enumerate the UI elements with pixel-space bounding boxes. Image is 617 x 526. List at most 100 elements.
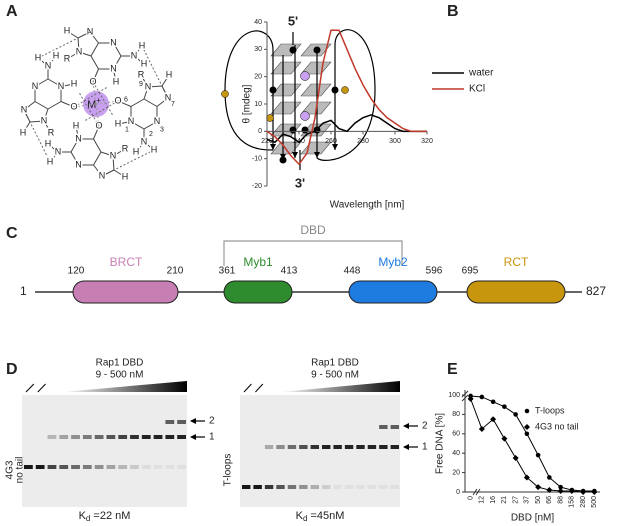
strand-end: 5' <box>288 13 298 28</box>
bond <box>78 51 92 57</box>
complex-band <box>333 445 342 449</box>
bond <box>135 141 145 153</box>
bond <box>93 138 102 153</box>
ring-number: 3 <box>160 126 164 133</box>
atom-label: N <box>45 60 52 70</box>
atom-label: H <box>47 156 54 166</box>
kd-label: Kd =45nM <box>296 510 345 523</box>
atom-label: H <box>71 78 78 88</box>
control-slash <box>255 383 264 393</box>
bond <box>23 109 31 123</box>
atom-label: O <box>70 101 77 111</box>
atom-label: N <box>165 92 172 102</box>
atom-label: O <box>89 76 96 86</box>
nucleotide <box>289 126 297 134</box>
free-band <box>322 485 331 489</box>
bond <box>113 169 126 178</box>
axis-break <box>461 390 481 496</box>
bond <box>113 42 122 57</box>
x-tick-label: 88 <box>557 496 564 504</box>
atom-label: N <box>131 50 138 60</box>
bond <box>112 148 126 157</box>
complex-band <box>177 435 186 439</box>
atom-label: N <box>145 81 152 91</box>
x-tick-label: 16 <box>490 496 497 504</box>
hydrogen-bond <box>73 86 108 108</box>
arrowhead <box>403 423 409 429</box>
complex-band <box>141 435 151 439</box>
hydrogen-bond <box>92 81 114 116</box>
x-tick-label: 66 <box>546 496 553 504</box>
domain-end: 210 <box>167 266 184 277</box>
data-point <box>546 487 553 494</box>
complex-band <box>130 435 139 439</box>
free-band <box>356 485 365 489</box>
data-point <box>547 475 552 480</box>
data-point <box>490 399 496 405</box>
bond <box>93 151 102 166</box>
panel-label: B <box>447 3 459 20</box>
y-tick-label: 20 <box>254 74 262 81</box>
domain-name: Myb2 <box>378 255 408 269</box>
atom-label: N <box>87 26 94 36</box>
y-tick-label: 0 <box>258 128 262 135</box>
x-tick-label: 50 <box>535 496 542 504</box>
x-tick-label: 21 <box>501 496 508 504</box>
atom-label: H <box>20 127 27 137</box>
complex-band <box>390 445 399 449</box>
bond <box>113 68 117 83</box>
upper-band <box>390 425 399 429</box>
band-number: 1 <box>422 442 428 453</box>
x-axis-label: DBD [nM] <box>511 513 555 524</box>
bond <box>100 151 114 157</box>
y-axis-label: Free DNA [%] <box>435 413 446 474</box>
atom-label: H <box>139 40 146 50</box>
gel-range: 9 - 500 nM <box>311 370 359 381</box>
metal-ion <box>83 91 109 117</box>
free-band <box>118 465 128 469</box>
atom-label: N <box>154 116 161 126</box>
bond <box>43 108 49 122</box>
atom-label: N <box>76 46 83 56</box>
data-line <box>266 29 427 166</box>
strand <box>224 29 376 170</box>
arrowhead <box>403 444 409 450</box>
quartet-plane <box>300 83 332 97</box>
nucleotide <box>301 126 309 134</box>
data-point <box>558 484 563 490</box>
band-number: 1 <box>209 432 215 443</box>
free-band <box>390 485 399 489</box>
data-point <box>580 489 587 495</box>
complex-band <box>276 445 285 449</box>
y-tick-label: 80 <box>452 411 460 418</box>
band-number: 2 <box>209 416 215 427</box>
free-band <box>264 485 274 489</box>
atom-label: H <box>35 52 42 62</box>
free-band <box>310 485 319 489</box>
data-point <box>479 394 485 400</box>
free-band <box>299 485 308 489</box>
ring-number: 7 <box>171 101 175 108</box>
loop-ion <box>341 86 349 94</box>
nucleotide <box>279 156 287 164</box>
x-tick-label: 12 <box>479 496 486 504</box>
data-point <box>524 408 530 414</box>
bond <box>43 120 52 134</box>
domain-end: 413 <box>281 266 298 277</box>
bond <box>117 100 132 107</box>
data-point <box>524 424 530 430</box>
atom-label: N <box>58 81 65 91</box>
x-axis-label: Wavelength [nm] <box>330 200 405 211</box>
panel-label: A <box>6 3 18 20</box>
domain-name: Myb1 <box>243 255 273 269</box>
data-point <box>502 404 507 409</box>
complex-band <box>379 445 388 449</box>
free-band <box>242 485 251 489</box>
y-tick-label: 10 <box>254 101 262 108</box>
atom-label: R <box>64 53 71 63</box>
arrowhead <box>270 144 276 150</box>
ring-number: 1 <box>125 126 129 133</box>
complex-band <box>344 445 354 449</box>
kd-symbol: K <box>79 510 87 522</box>
free-band <box>253 485 262 489</box>
